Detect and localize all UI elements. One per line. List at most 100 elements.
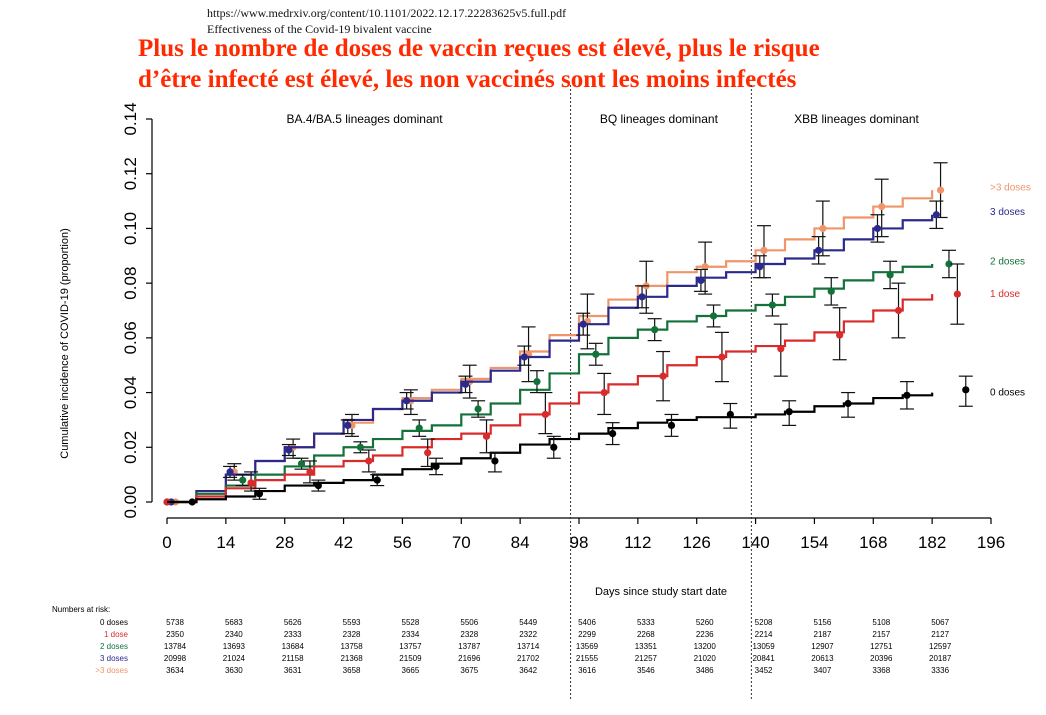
data-point <box>226 468 234 476</box>
risk-row-label: 2 doses <box>100 642 128 651</box>
data-point <box>827 287 835 295</box>
risk-row-label: >3 doses <box>95 666 128 675</box>
x-tick-label: 126 <box>683 533 711 552</box>
data-point <box>819 224 827 233</box>
risk-cell: 5156 <box>814 618 832 627</box>
risk-cell: 13784 <box>164 642 187 651</box>
data-point <box>239 476 247 484</box>
risk-cell: 12907 <box>811 642 834 651</box>
risk-cell: 5406 <box>578 618 596 627</box>
x-tick-label: 56 <box>393 533 412 552</box>
data-point <box>903 391 911 399</box>
data-point <box>461 380 470 388</box>
data-point <box>255 490 264 498</box>
risk-cell: 21257 <box>635 654 658 663</box>
y-tick-label: 0.04 <box>121 376 140 409</box>
risk-cell: 20187 <box>929 654 952 663</box>
data-point <box>285 446 293 454</box>
series-label: >3 doses <box>990 182 1031 193</box>
data-point <box>768 301 776 309</box>
risk-cell: 5208 <box>755 618 773 627</box>
data-point <box>709 312 718 320</box>
data-point <box>886 271 894 279</box>
risk-cell: 3452 <box>755 666 773 675</box>
risk-cell: 12597 <box>929 642 952 651</box>
risk-cell: 2340 <box>225 630 243 639</box>
data-point <box>697 276 705 285</box>
data-point <box>873 224 882 233</box>
risk-cell: 3630 <box>225 666 243 675</box>
risk-cell: 13693 <box>223 642 246 651</box>
risk-cell: 21696 <box>458 654 481 663</box>
x-tick-label: 112 <box>624 533 651 552</box>
risk-cell: 2127 <box>931 630 949 639</box>
data-point <box>415 424 423 432</box>
x-tick-label: 98 <box>570 533 589 552</box>
source-title: Effectiveness of the Covid-19 bivalent v… <box>207 22 432 36</box>
risk-cell: 5333 <box>637 618 655 627</box>
data-point <box>373 476 381 484</box>
risk-cell: 3336 <box>931 666 949 675</box>
risk-cell: 5506 <box>460 618 478 627</box>
risk-cell: 21024 <box>223 654 246 663</box>
risk-cell: 13787 <box>458 642 481 651</box>
data-point <box>306 468 314 476</box>
data-point <box>932 211 940 219</box>
x-tick-label: 140 <box>741 533 769 552</box>
risk-cell: 5626 <box>284 618 302 627</box>
x-tick-label: 84 <box>511 533 530 552</box>
risk-cell: 20396 <box>870 654 893 663</box>
risk-cell: 3486 <box>696 666 714 675</box>
risk-cell: 21702 <box>517 654 540 663</box>
risk-cell: 21555 <box>576 654 599 663</box>
data-point <box>962 386 970 394</box>
data-point <box>424 449 432 457</box>
risk-row-label: 3 doses <box>100 654 128 663</box>
data-point <box>718 353 726 361</box>
series-label: 3 doses <box>990 207 1025 218</box>
data-point <box>550 443 558 451</box>
data-point <box>659 372 667 380</box>
risk-cell: 2157 <box>872 630 890 639</box>
risk-cell: 5260 <box>696 618 714 627</box>
risk-cell: 2214 <box>755 630 773 639</box>
data-point <box>953 290 961 298</box>
data-point <box>247 479 255 487</box>
risk-cell: 3631 <box>284 666 302 675</box>
risk-cell: 13351 <box>635 642 658 651</box>
data-point <box>945 260 953 268</box>
data-point <box>844 399 852 408</box>
risk-cell: 2328 <box>343 630 361 639</box>
source-url: https://www.medrxiv.org/content/10.1101/… <box>207 6 567 20</box>
risk-cell: 3368 <box>872 666 890 675</box>
data-point <box>474 405 482 413</box>
risk-cell: 3665 <box>402 666 420 675</box>
x-tick-label: 14 <box>216 533 235 552</box>
risk-cell: 5738 <box>166 618 184 627</box>
series-label: 2 doses <box>990 256 1025 267</box>
x-tick-label: 182 <box>918 533 946 552</box>
data-point <box>533 378 541 386</box>
y-tick-label: 0.14 <box>121 102 140 135</box>
data-point <box>356 443 364 451</box>
risk-cell: 20998 <box>164 654 187 663</box>
risk-cell: 2333 <box>284 630 302 639</box>
risk-cell: 21368 <box>340 654 363 663</box>
risk-cell: 3407 <box>814 666 832 675</box>
y-axis-label: Cumulative incidence of COVID-19 (propor… <box>59 228 71 459</box>
risk-cell: 13200 <box>694 642 717 651</box>
risk-cell: 13714 <box>517 642 540 651</box>
data-point <box>600 388 608 397</box>
x-tick-label: 0 <box>162 533 171 552</box>
series-line <box>167 263 934 504</box>
data-point <box>365 457 373 465</box>
data-point <box>936 186 945 194</box>
risk-cell: 3658 <box>343 666 361 675</box>
x-tick-label: 70 <box>452 533 471 552</box>
series-line <box>167 294 934 504</box>
risk-cell: 13684 <box>282 642 305 651</box>
data-point <box>520 353 528 361</box>
risk-cell: 21158 <box>282 654 304 663</box>
